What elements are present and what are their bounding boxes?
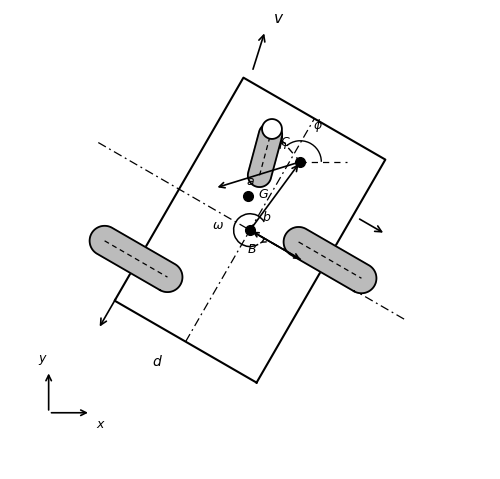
Polygon shape <box>248 123 282 187</box>
Text: G: G <box>258 188 268 201</box>
Text: $\omega$: $\omega$ <box>212 219 224 232</box>
Polygon shape <box>90 226 182 292</box>
Text: d: d <box>152 355 161 369</box>
Text: C: C <box>280 136 289 149</box>
Text: $\phi$: $\phi$ <box>313 117 323 134</box>
Text: h: h <box>278 138 286 151</box>
Text: y: y <box>38 352 46 365</box>
Text: x: x <box>96 418 104 432</box>
Text: a: a <box>247 175 254 188</box>
Circle shape <box>262 119 282 139</box>
Text: b: b <box>263 211 271 224</box>
Polygon shape <box>284 227 376 293</box>
Text: v: v <box>274 11 282 26</box>
Text: B: B <box>248 243 256 256</box>
